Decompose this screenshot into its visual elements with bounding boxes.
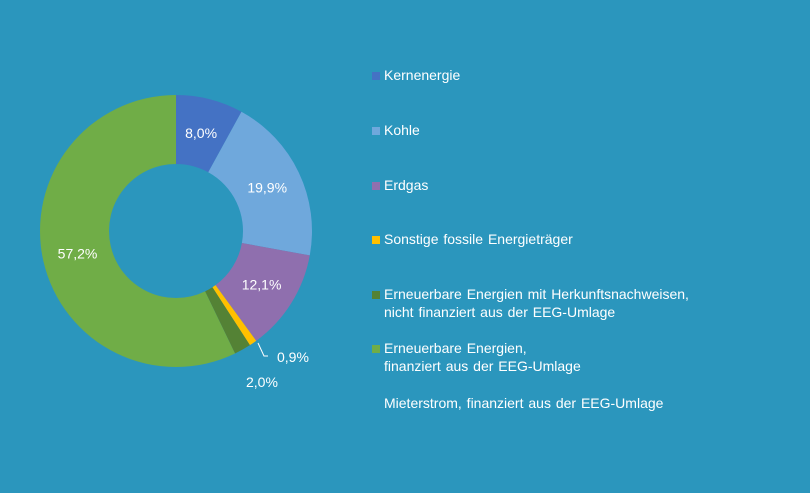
slice-2: [215, 243, 310, 341]
legend-label-erdgas: Erdgas: [384, 177, 429, 193]
legend-label-erneuerbare-eeg: Erneuerbare Energien, finanziert aus der…: [384, 340, 581, 374]
slice-label-2: 12,1%: [242, 277, 282, 293]
legend-label-kernenergie: Kernenergie: [384, 67, 461, 83]
slice-label-3: 0,9%: [277, 349, 309, 365]
slice-label-0: 8,0%: [185, 125, 217, 141]
legend-item-kohle: Kohle: [372, 121, 802, 139]
legend-swatch-mieterstrom: [372, 400, 380, 408]
legend-label-erneuerbare-herkunftsnachweise: Erneuerbare Energien mit Herkunftsnachwe…: [384, 286, 689, 320]
slice-5: [39, 95, 236, 367]
leader-lines: [257, 342, 268, 357]
slice-label-1: 19,9%: [247, 180, 287, 196]
legend-item-mieterstrom: Mieterstrom, finanziert aus der EEG-Umla…: [372, 394, 802, 412]
legend-item-erdgas: Erdgas: [372, 176, 802, 194]
legend-label-kohle: Kohle: [384, 122, 420, 138]
slice-label-5: 57,2%: [58, 245, 98, 261]
donut-slices: [39, 95, 312, 367]
legend-swatch-erneuerbare-herkunftsnachweise: [372, 291, 380, 299]
legend-swatch-sonstige-fossile: [372, 236, 380, 244]
slice-0: [176, 95, 242, 173]
legend-swatch-erneuerbare-eeg: [372, 345, 380, 353]
legend-label-sonstige-fossile: Sonstige fossile Energieträger: [384, 231, 573, 247]
leader-line-3: [257, 342, 268, 357]
legend-swatch-erdgas: [372, 182, 380, 190]
legend-item-erneuerbare-herkunftsnachweise: Erneuerbare Energien mit Herkunftsnachwe…: [372, 285, 802, 321]
legend-swatch-kernenergie: [372, 72, 380, 80]
slice-labels: 8,0% 19,9% 12,1% 0,9% 2,0% 57,2%: [58, 125, 309, 390]
donut-chart: 8,0% 19,9% 12,1% 0,9% 2,0% 57,2%: [39, 95, 312, 390]
slice-4: [205, 287, 250, 354]
slice-1: [208, 111, 312, 256]
legend-item-kernenergie: Kernenergie: [372, 66, 802, 84]
legend-item-sonstige-fossile: Sonstige fossile Energieträger: [372, 230, 802, 248]
slice-3: [212, 285, 257, 346]
legend-swatch-kohle: [372, 127, 380, 135]
legend-label-mieterstrom: Mieterstrom, finanziert aus der EEG-Umla…: [384, 395, 664, 411]
slice-label-4: 2,0%: [246, 374, 278, 390]
legend-item-erneuerbare-eeg: Erneuerbare Energien, finanziert aus der…: [372, 339, 802, 375]
